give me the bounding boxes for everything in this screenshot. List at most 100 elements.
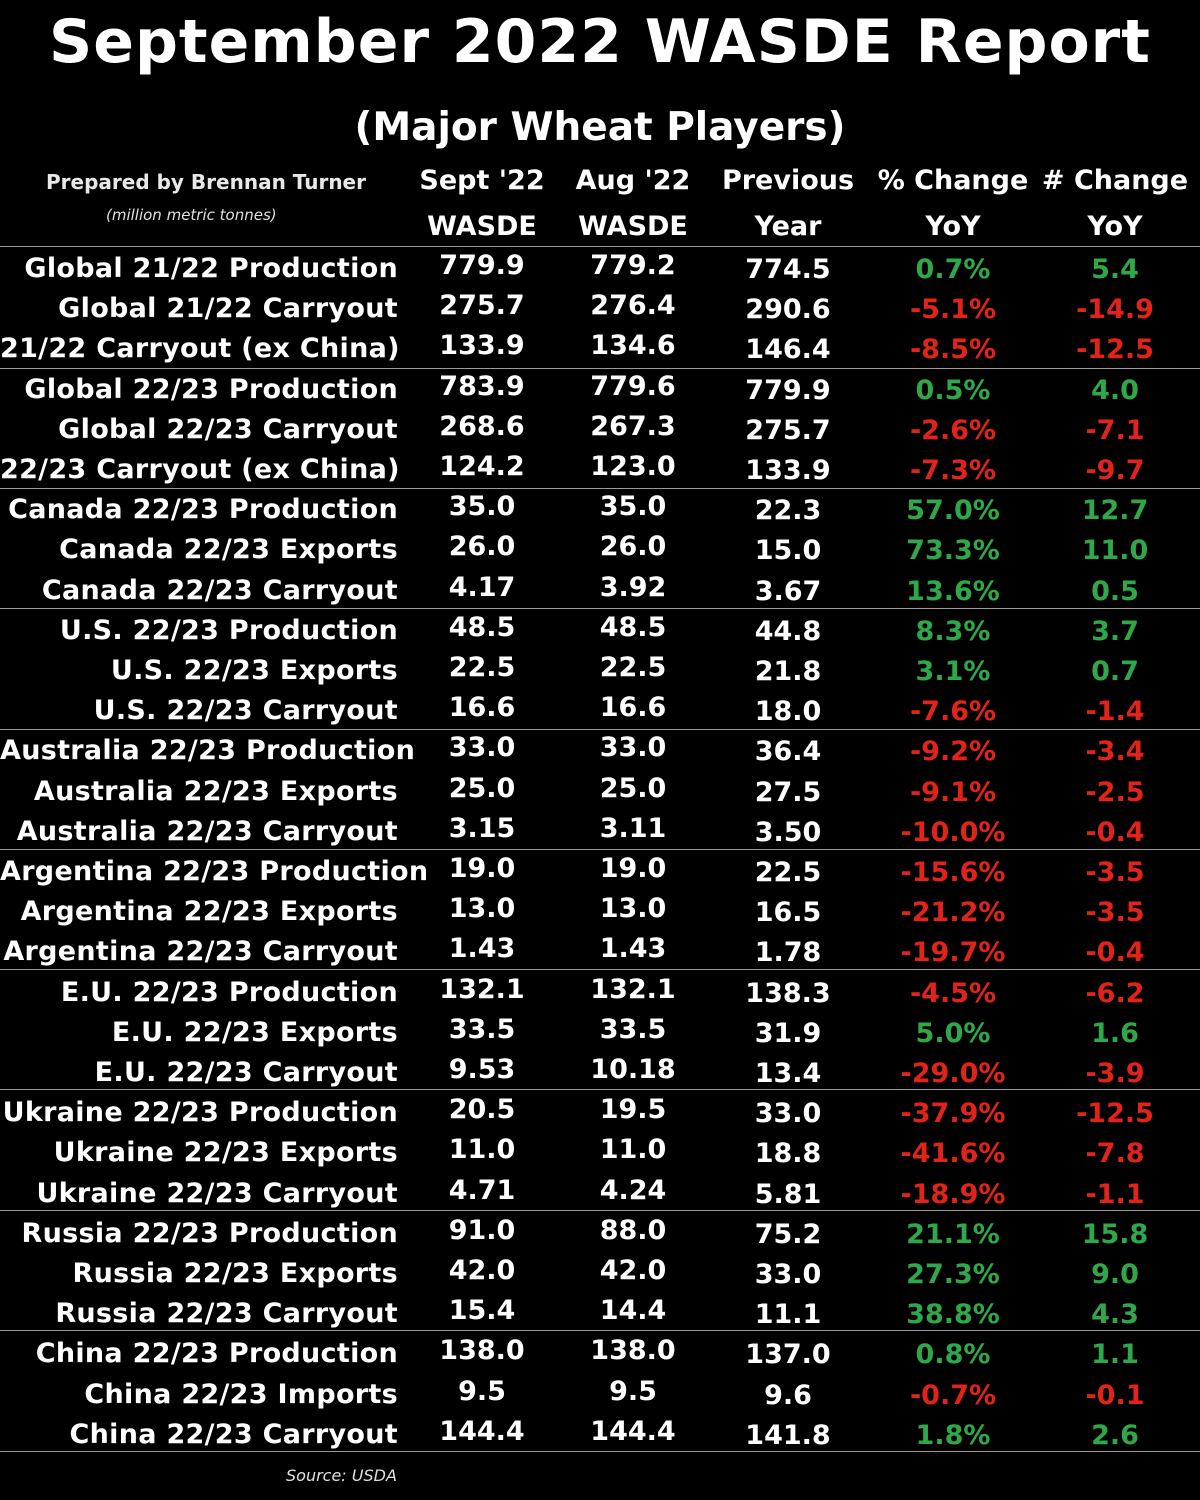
table-row: Argentina 22/23 Carryout 1.43 1.43 1.78 -19.… [0, 932, 1200, 972]
sept-wasde-value: 26.0 [448, 531, 516, 563]
previous-year-value: 44.8 [754, 615, 822, 647]
pct-change-value: 8.3% [915, 615, 991, 647]
source-note: Source: USDA [286, 1466, 397, 1485]
num-change-value: -7.8 [1085, 1138, 1145, 1170]
sept-wasde-value: 15.4 [448, 1295, 516, 1327]
aug-wasde-value: 13.0 [599, 893, 667, 925]
column-header-line: Previous [721, 165, 855, 196]
sept-wasde-value: 4.17 [448, 571, 516, 603]
aug-wasde-value: 88.0 [599, 1214, 667, 1246]
table-row: Global 21/22 Production 779.9 779.2 774.5 0.… [0, 249, 1200, 289]
sept-wasde-value: 42.0 [448, 1255, 516, 1286]
pct-change-value: -9.2% [909, 736, 997, 768]
report-title: September 2022 WASDE Report [49, 7, 1151, 77]
sept-wasde-value: 133.9 [439, 330, 525, 362]
previous-year-value: 1.78 [754, 937, 822, 969]
row-label: E.U. 22/23 Production [60, 976, 398, 1008]
num-change-value: 0.7 [1091, 656, 1139, 687]
sept-wasde-value: 33.0 [448, 732, 516, 764]
aug-wasde-value: 144.4 [590, 1415, 676, 1447]
aug-wasde-value: 42.0 [599, 1255, 667, 1286]
row-label: Canada 22/23 Exports [59, 534, 398, 566]
sept-wasde-value: 13.0 [448, 893, 516, 925]
aug-wasde-value: 132.1 [590, 973, 676, 1005]
row-label: Australia 22/23 Exports [33, 775, 398, 807]
num-change-value: -3.9 [1085, 1058, 1145, 1089]
row-label: Global 22/23 Carryout [58, 413, 398, 445]
sept-wasde-value: 9.53 [448, 1054, 516, 1085]
aug-wasde-value: 1.43 [599, 933, 667, 965]
num-change-value: 5.4 [1091, 254, 1139, 285]
sept-wasde-value: 779.9 [439, 250, 525, 281]
row-label: U.S. 22/23 Production [59, 614, 398, 646]
group-divider [0, 488, 1200, 489]
aug-wasde-value: 26.0 [599, 531, 667, 563]
pct-change-value: -7.3% [909, 455, 997, 486]
pct-change-value: 57.0% [906, 495, 1000, 527]
pct-change-value: -21.2% [900, 897, 1006, 929]
column-header-line: YoY [1087, 211, 1143, 242]
pct-change-value: -9.1% [909, 776, 997, 808]
row-label: 22/23 Carryout (ex China) [0, 454, 400, 485]
aug-wasde-value: 276.4 [590, 290, 676, 322]
aug-wasde-value: 138.0 [590, 1335, 676, 1367]
group-divider [0, 729, 1200, 730]
previous-year-value: 141.8 [745, 1419, 831, 1451]
row-label: Argentina 22/23 Production [0, 856, 429, 887]
num-change-value: -1.4 [1085, 696, 1145, 728]
row-label: E.U. 22/23 Carryout [94, 1057, 398, 1088]
aug-wasde-value: 33.5 [599, 1013, 667, 1045]
pct-change-value: -29.0% [900, 1058, 1006, 1089]
row-label: Canada 22/23 Carryout [41, 574, 398, 606]
row-label: Russia 22/23 Exports [72, 1258, 398, 1289]
aug-wasde-value: 14.4 [599, 1295, 667, 1327]
sept-wasde-value: 25.0 [448, 772, 516, 804]
previous-year-value: 5.81 [754, 1178, 822, 1210]
num-change-value: 12.7 [1081, 495, 1149, 527]
previous-year-value: 779.9 [745, 374, 831, 406]
aug-wasde-value: 22.5 [599, 652, 667, 683]
group-divider [0, 368, 1200, 369]
row-label: E.U. 22/23 Exports [111, 1016, 398, 1048]
pct-change-value: -15.6% [900, 857, 1006, 888]
sept-wasde-value: 91.0 [448, 1214, 516, 1246]
table-row: Global 21/22 Carryout 275.7 276.4 290.6 -5.1… [0, 289, 1200, 329]
previous-year-value: 133.9 [745, 455, 831, 486]
aug-wasde-value: 16.6 [599, 692, 667, 724]
sept-wasde-value: 1.43 [448, 933, 516, 965]
group-divider [0, 1330, 1200, 1331]
table-row: Ukraine 22/23 Production 20.5 19.5 33.0 -37.… [0, 1093, 1200, 1133]
pct-change-value: -18.9% [900, 1178, 1006, 1210]
row-label: 21/22 Carryout (ex China) [0, 333, 400, 365]
aug-wasde-value: 779.2 [590, 250, 676, 281]
previous-year-value: 11.1 [754, 1299, 822, 1331]
previous-year-value: 3.50 [754, 816, 822, 848]
aug-wasde-value: 267.3 [590, 410, 676, 442]
column-header-aug-wasde: Aug '22 WASDE [563, 158, 703, 250]
row-label: Ukraine 22/23 Carryout [36, 1177, 398, 1209]
num-change-value: -2.5 [1085, 776, 1145, 808]
column-header-sept-wasde: Sept '22 WASDE [412, 158, 552, 250]
table-row: Australia 22/23 Carryout 3.15 3.11 3.50 -10.… [0, 812, 1200, 852]
pct-change-value: -8.5% [909, 334, 997, 366]
sept-wasde-value: 124.2 [439, 451, 525, 482]
sept-wasde-value: 19.0 [448, 853, 516, 884]
sept-wasde-value: 268.6 [439, 410, 525, 442]
pct-change-value: 13.6% [906, 575, 1000, 607]
column-header-line: YoY [925, 211, 981, 242]
table-row: E.U. 22/23 Production 132.1 132.1 138.3 -4.5… [0, 973, 1200, 1013]
previous-year-value: 16.5 [754, 897, 822, 929]
aug-wasde-value: 3.11 [599, 812, 667, 844]
sept-wasde-value: 132.1 [439, 973, 525, 1005]
group-divider [0, 1210, 1200, 1211]
table-row: Canada 22/23 Carryout 4.17 3.92 3.67 13.6% 0.… [0, 571, 1200, 611]
previous-year-value: 31.9 [754, 1017, 822, 1049]
previous-year-value: 75.2 [754, 1218, 822, 1250]
num-change-value: -12.5 [1076, 334, 1154, 366]
pct-change-value: -19.7% [900, 937, 1006, 969]
table-row: U.S. 22/23 Exports 22.5 22.5 21.8 3.1% 0.7 [0, 651, 1200, 691]
num-change-value: -0.4 [1085, 816, 1145, 848]
num-change-value: -3.5 [1085, 897, 1145, 929]
sept-wasde-value: 20.5 [448, 1094, 516, 1126]
column-header-num-change: # Change YoY [1040, 158, 1190, 250]
